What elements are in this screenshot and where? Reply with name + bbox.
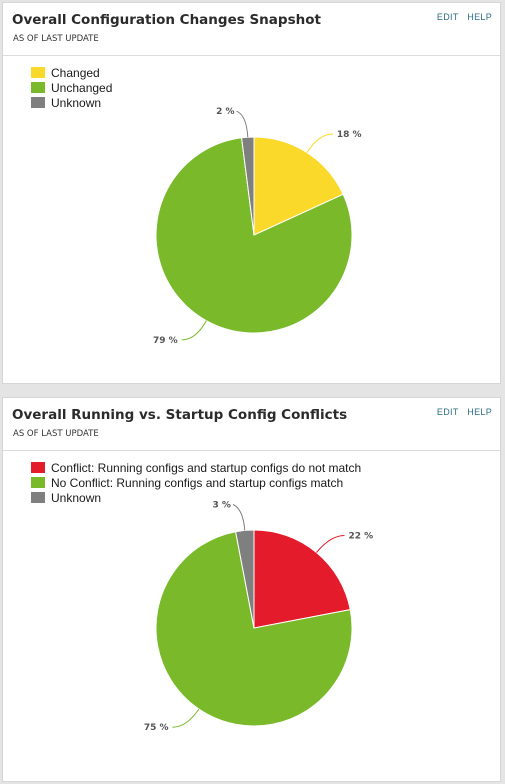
panel-actions: EDIT HELP — [431, 12, 492, 22]
help-link[interactable]: HELP — [467, 12, 492, 22]
legend-label: No Conflict: Running configs and startup… — [51, 476, 344, 490]
panel-header: Overall Running vs. Startup Config Confl… — [3, 398, 500, 451]
pie-slice-unknown[interactable] — [235, 529, 255, 629]
legend-item-unchanged[interactable]: Unchanged — [31, 81, 112, 96]
leader-line — [236, 110, 249, 138]
legend-swatch — [31, 477, 45, 488]
legend-swatch — [31, 97, 45, 108]
legend-item-unknown[interactable]: Unknown — [31, 96, 112, 111]
legend-label: Unknown — [51, 96, 102, 110]
legend-swatch — [31, 462, 45, 473]
panel-header: Overall Configuration Changes Snapshot A… — [3, 3, 500, 56]
pie-chart: 22 % 75 % 3 % — [144, 501, 374, 734]
legend-item-conflict[interactable]: Conflict: Running configs and startup co… — [31, 461, 361, 476]
panel-title: Overall Configuration Changes Snapshot — [12, 12, 321, 28]
panel-title: Overall Running vs. Startup Config Confl… — [12, 407, 348, 423]
legend-label: Changed — [51, 66, 100, 80]
data-label: 3 % — [212, 501, 230, 511]
edit-link[interactable]: EDIT — [436, 407, 459, 417]
pie-chart: 18 % 79 % 2 % — [153, 107, 362, 346]
panel-subtitle: AS OF LAST UPDATE — [13, 34, 99, 44]
edit-link[interactable]: EDIT — [436, 12, 459, 22]
data-label: 79 % — [153, 336, 178, 346]
legend-label: Unknown — [51, 491, 102, 505]
panel-subtitle: AS OF LAST UPDATE — [13, 429, 99, 439]
legend-item-no-conflict[interactable]: No Conflict: Running configs and startup… — [31, 476, 361, 491]
leader-line — [232, 504, 246, 531]
pie-slice-no-conflict[interactable] — [155, 531, 353, 727]
legend-item-unknown[interactable]: Unknown — [31, 491, 361, 506]
leader-line — [316, 535, 345, 553]
panel-actions: EDIT HELP — [431, 407, 492, 417]
chart-legend: Changed Unchanged Unknown — [31, 66, 112, 111]
config-conflicts-panel: Overall Running vs. Startup Config Confl… — [2, 397, 501, 782]
legend-label: Unchanged — [51, 81, 113, 95]
pie-slice-conflict[interactable] — [253, 529, 351, 629]
legend-swatch — [31, 82, 45, 93]
data-label: 22 % — [349, 532, 374, 542]
legend-item-changed[interactable]: Changed — [31, 66, 112, 81]
leader-line — [306, 133, 333, 153]
help-link[interactable]: HELP — [467, 407, 492, 417]
leader-line — [181, 320, 207, 341]
config-changes-panel: Overall Configuration Changes Snapshot A… — [2, 2, 501, 384]
legend-label: Conflict: Running configs and startup co… — [51, 461, 362, 475]
data-label: 75 % — [144, 723, 169, 733]
legend-swatch — [31, 67, 45, 78]
chart-legend: Conflict: Running configs and startup co… — [31, 461, 361, 506]
data-label: 18 % — [337, 130, 362, 140]
leader-line — [172, 708, 200, 728]
data-label: 2 % — [216, 107, 234, 117]
legend-swatch — [31, 492, 45, 503]
